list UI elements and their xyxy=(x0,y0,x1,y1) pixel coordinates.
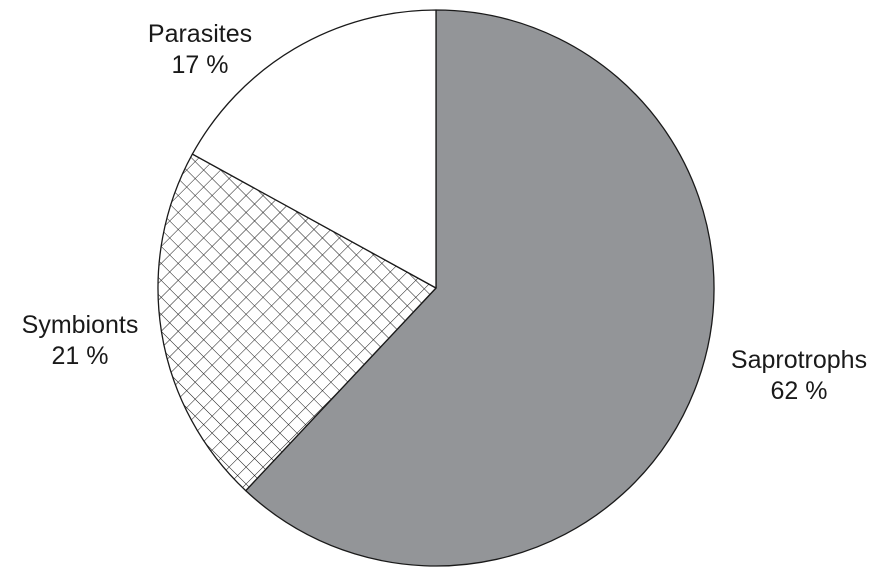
slice-label-symbionts: Symbionts xyxy=(22,311,139,339)
slice-label-saprotrophs: Saprotrophs xyxy=(731,346,867,374)
slice-value-parasites: 17 % xyxy=(172,51,229,79)
slice-label-parasites: Parasites xyxy=(148,20,252,48)
pie-labels: Saprotrophs 62 % Symbionts 21 % Parasites 17 … xyxy=(22,20,867,405)
pie-slice-parasites xyxy=(191,9,437,289)
pie-slice-symbionts xyxy=(157,153,437,492)
pie-slice-saprotrophs xyxy=(245,9,715,567)
pie-slices xyxy=(157,9,715,567)
slice-value-symbionts: 21 % xyxy=(52,342,109,370)
slice-value-saprotrophs: 62 % xyxy=(771,377,828,405)
